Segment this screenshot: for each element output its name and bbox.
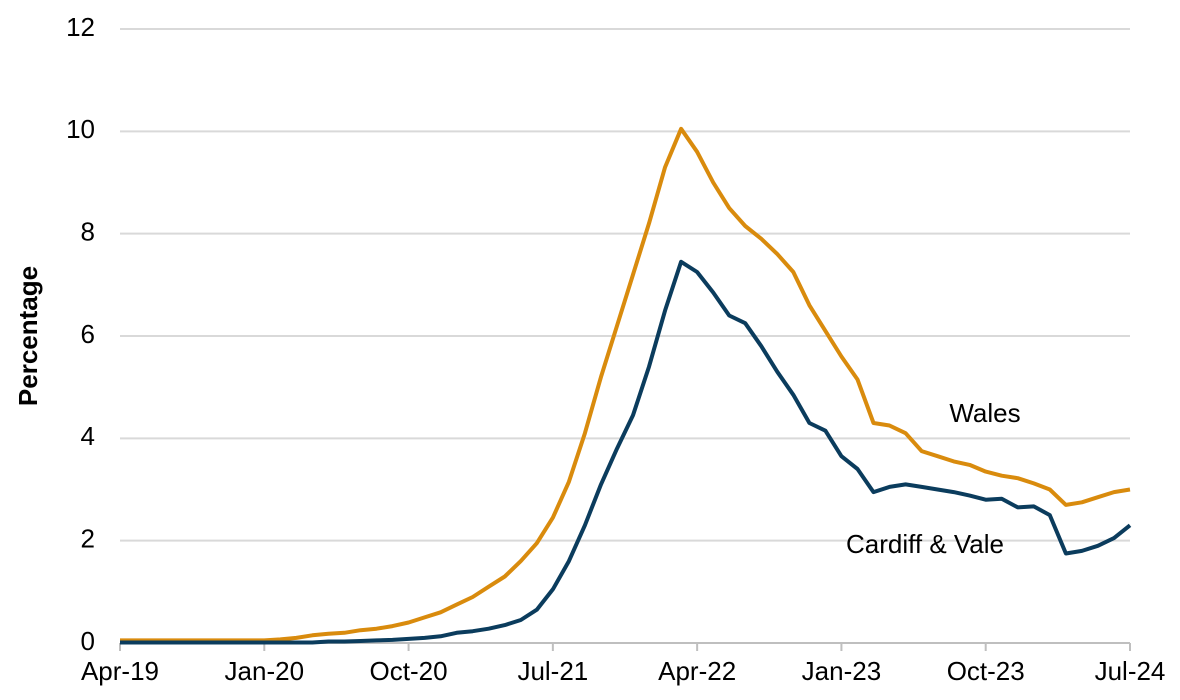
line	[120, 126, 1131, 643]
x-tick-label: Jan-23	[802, 656, 882, 686]
y-tick-label: 12	[66, 12, 95, 42]
x-tick-label: Apr-19	[81, 656, 159, 686]
y-tick-label: 2	[81, 524, 95, 554]
x-tick-label: Jul-24	[1095, 656, 1166, 686]
y-tick-label: 8	[81, 217, 95, 247]
y-axis-label: Percentage	[13, 266, 43, 406]
series-label: Cardiff & Vale	[846, 529, 1004, 559]
x-tick-label: Apr-22	[658, 656, 736, 686]
y-tick-label: 10	[66, 114, 95, 144]
x-tick-label: Oct-23	[947, 656, 1025, 686]
x-tick-label: Jan-20	[225, 656, 305, 686]
x-tick-label: Jul-21	[517, 656, 588, 686]
y-tick-label: 4	[81, 421, 95, 451]
y-tick-label: 0	[81, 626, 95, 656]
y-tick-label: 6	[81, 319, 95, 349]
series-label: Wales	[949, 398, 1020, 428]
x-tick-label: Oct-20	[370, 656, 448, 686]
line	[120, 259, 1132, 645]
